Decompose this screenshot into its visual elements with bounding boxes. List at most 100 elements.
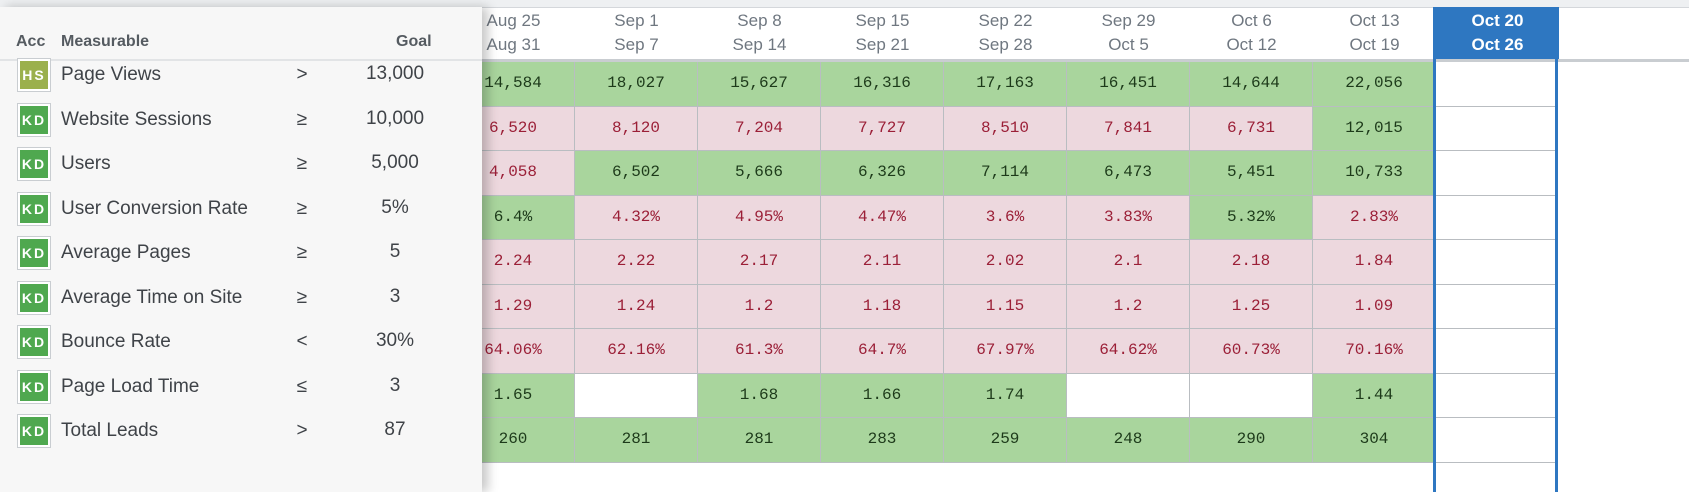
week-header[interactable]: Oct 6 Oct 12 bbox=[1190, 7, 1313, 59]
score-cell[interactable]: 16,451 bbox=[1067, 62, 1190, 107]
score-cell[interactable]: 281 bbox=[575, 418, 698, 463]
score-cell[interactable]: 2.83% bbox=[1313, 195, 1436, 240]
measurable-row[interactable]: HS Page Views >13,000 bbox=[0, 53, 482, 98]
goal-value[interactable]: 13,000 bbox=[365, 63, 425, 84]
measurable-name[interactable]: Users bbox=[61, 153, 111, 174]
week-header[interactable]: Sep 22 Sep 28 bbox=[944, 7, 1067, 59]
goal-value[interactable]: 10,000 bbox=[365, 107, 425, 129]
score-cell[interactable]: 18,027 bbox=[575, 62, 698, 107]
accountable-avatar[interactable]: KD bbox=[17, 191, 51, 226]
measurable-name[interactable]: Website Sessions bbox=[61, 108, 212, 130]
score-cell[interactable]: 6,731 bbox=[1190, 106, 1313, 151]
score-cell[interactable]: 4.47% bbox=[821, 195, 944, 240]
score-cell[interactable]: 1.25 bbox=[1190, 284, 1313, 329]
score-cell[interactable]: 7,841 bbox=[1067, 106, 1190, 151]
score-cell[interactable] bbox=[1190, 373, 1313, 418]
score-cell[interactable]: 8,120 bbox=[575, 106, 698, 151]
measurable-row[interactable]: KD Average Time on Site ≥3 bbox=[0, 276, 482, 321]
score-cell[interactable]: 6,502 bbox=[575, 151, 698, 196]
column-header-acc[interactable]: Acc bbox=[16, 33, 46, 50]
score-cell[interactable]: 1.18 bbox=[821, 284, 944, 329]
score-cell[interactable]: 14,644 bbox=[1190, 62, 1313, 107]
score-cell[interactable]: 62.16% bbox=[575, 329, 698, 374]
score-cell[interactable]: 2.22 bbox=[575, 240, 698, 285]
score-cell[interactable]: 70.16% bbox=[1313, 329, 1436, 374]
score-cell[interactable]: 7,204 bbox=[698, 106, 821, 151]
score-cell[interactable]: 15,627 bbox=[698, 62, 821, 107]
score-cell[interactable] bbox=[1436, 418, 1558, 463]
goal-value[interactable]: 3 bbox=[389, 285, 401, 307]
accountable-avatar[interactable]: HS bbox=[17, 58, 51, 92]
score-cell[interactable]: 2.17 bbox=[698, 240, 821, 285]
score-cell[interactable]: 4.95% bbox=[698, 195, 821, 240]
week-header[interactable]: Sep 8 Sep 14 bbox=[698, 7, 821, 59]
score-cell[interactable]: 1.2 bbox=[698, 284, 821, 329]
goal-value[interactable]: 30% bbox=[375, 330, 415, 351]
goal-value[interactable]: 87 bbox=[384, 419, 406, 440]
accountable-avatar[interactable]: KD bbox=[17, 280, 51, 315]
week-header[interactable]: Sep 15 Sep 21 bbox=[821, 7, 944, 59]
score-cell[interactable] bbox=[1436, 195, 1558, 240]
measurable-name[interactable]: Average Pages bbox=[61, 242, 191, 263]
score-cell[interactable] bbox=[1436, 62, 1558, 107]
accountable-avatar[interactable]: KD bbox=[17, 325, 51, 359]
score-cell[interactable]: 2.02 bbox=[944, 240, 1067, 285]
score-cell[interactable]: 281 bbox=[698, 418, 821, 463]
accountable-avatar[interactable]: KD bbox=[17, 147, 51, 181]
score-cell[interactable]: 1.09 bbox=[1313, 284, 1436, 329]
score-cell[interactable]: 5,666 bbox=[698, 151, 821, 196]
score-cell[interactable]: 290 bbox=[1190, 418, 1313, 463]
score-cell[interactable]: 2.11 bbox=[821, 240, 944, 285]
score-cell[interactable]: 259 bbox=[944, 418, 1067, 463]
score-cell[interactable]: 1.24 bbox=[575, 284, 698, 329]
score-cell[interactable]: 61.3% bbox=[698, 329, 821, 374]
score-cell[interactable]: 8,510 bbox=[944, 106, 1067, 151]
score-cell[interactable]: 5.32% bbox=[1190, 195, 1313, 240]
measurable-name[interactable]: Average Time on Site bbox=[61, 286, 243, 308]
score-cell[interactable] bbox=[575, 373, 698, 418]
score-cell[interactable] bbox=[1436, 240, 1558, 285]
score-cell[interactable]: 7,727 bbox=[821, 106, 944, 151]
score-cell[interactable] bbox=[1436, 373, 1558, 418]
score-cell[interactable]: 17,163 bbox=[944, 62, 1067, 107]
score-cell[interactable] bbox=[1436, 284, 1558, 329]
score-cell[interactable]: 10,733 bbox=[1313, 151, 1436, 196]
score-cell[interactable]: 2.1 bbox=[1067, 240, 1190, 285]
column-header-goal[interactable]: Goal bbox=[396, 33, 432, 50]
accountable-avatar[interactable]: KD bbox=[17, 369, 51, 404]
column-header-measurable[interactable]: Measurable bbox=[61, 33, 150, 50]
measurable-name[interactable]: Bounce Rate bbox=[61, 331, 171, 352]
score-cell[interactable]: 5,451 bbox=[1190, 151, 1313, 196]
score-cell[interactable] bbox=[1436, 106, 1558, 151]
score-cell[interactable]: 3.6% bbox=[944, 195, 1067, 240]
score-cell[interactable]: 64.7% bbox=[821, 329, 944, 374]
measurable-row[interactable]: KD Page Load Time ≤3 bbox=[0, 365, 482, 410]
measurable-row[interactable]: KD Website Sessions ≥10,000 bbox=[0, 98, 482, 143]
score-cell[interactable] bbox=[1067, 373, 1190, 418]
score-cell[interactable]: 248 bbox=[1067, 418, 1190, 463]
goal-value[interactable]: 5,000 bbox=[371, 152, 419, 173]
week-header[interactable]: Sep 29 Oct 5 bbox=[1067, 7, 1190, 59]
score-cell[interactable]: 7,114 bbox=[944, 151, 1067, 196]
week-header[interactable]: Oct 13 Oct 19 bbox=[1313, 7, 1436, 59]
score-cell[interactable]: 4.32% bbox=[575, 195, 698, 240]
score-cell[interactable]: 6,473 bbox=[1067, 151, 1190, 196]
score-cell[interactable]: 1.68 bbox=[698, 373, 821, 418]
goal-value[interactable]: 5 bbox=[389, 241, 401, 262]
goal-value[interactable]: 5% bbox=[381, 196, 409, 218]
accountable-avatar[interactable]: KD bbox=[17, 414, 51, 448]
week-header[interactable]: Sep 1 Sep 7 bbox=[575, 7, 698, 59]
measurable-name[interactable]: Page Views bbox=[61, 64, 161, 85]
score-cell[interactable]: 1.15 bbox=[944, 284, 1067, 329]
score-cell[interactable]: 1.2 bbox=[1067, 284, 1190, 329]
measurable-row[interactable]: KD Users ≥5,000 bbox=[0, 142, 482, 187]
goal-value[interactable]: 3 bbox=[389, 374, 401, 396]
score-cell[interactable]: 60.73% bbox=[1190, 329, 1313, 374]
score-cell[interactable]: 64.62% bbox=[1067, 329, 1190, 374]
score-cell[interactable]: 1.74 bbox=[944, 373, 1067, 418]
score-cell[interactable]: 1.44 bbox=[1313, 373, 1436, 418]
score-cell[interactable]: 304 bbox=[1313, 418, 1436, 463]
accountable-avatar[interactable]: KD bbox=[17, 236, 51, 270]
measurable-row[interactable]: KD Total Leads >87 bbox=[0, 409, 482, 454]
score-cell[interactable]: 16,316 bbox=[821, 62, 944, 107]
